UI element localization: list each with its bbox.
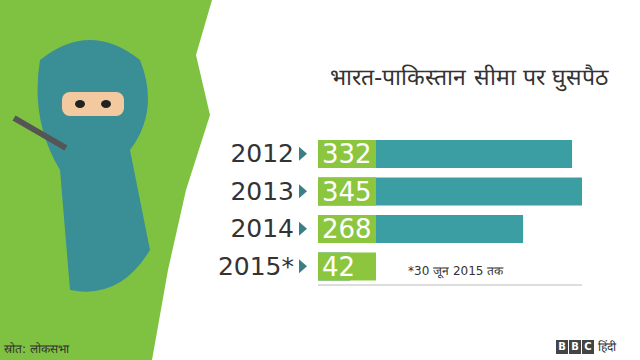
- html-text:हिंदी: हिंदी: [598, 340, 616, 354]
- svg-text:332: 332: [322, 139, 372, 169]
- svg-text:2013: 2013: [230, 177, 294, 206]
- html-text:भारत-पाकिस्तान सीमा पर घुसपैठ: भारत-पाकिस्तान सीमा पर घुसपैठ: [330, 64, 609, 90]
- svg-text:2012: 2012: [230, 139, 294, 168]
- html-text:स्रोत: लोकसभा: स्रोत: लोकसभा: [4, 342, 69, 356]
- svg-text:268: 268: [322, 214, 372, 244]
- html-text:B: B: [571, 340, 579, 352]
- svg-text:2015*: 2015*: [218, 252, 294, 281]
- svg-text:345: 345: [322, 177, 372, 207]
- html-text:*30 जून 2015 तक: *30 जून 2015 तक: [408, 264, 504, 278]
- svg-text:42: 42: [322, 252, 355, 282]
- html-text:B: B: [558, 340, 566, 352]
- svg-text:2014: 2014: [230, 214, 294, 243]
- html-text:C: C: [584, 340, 592, 352]
